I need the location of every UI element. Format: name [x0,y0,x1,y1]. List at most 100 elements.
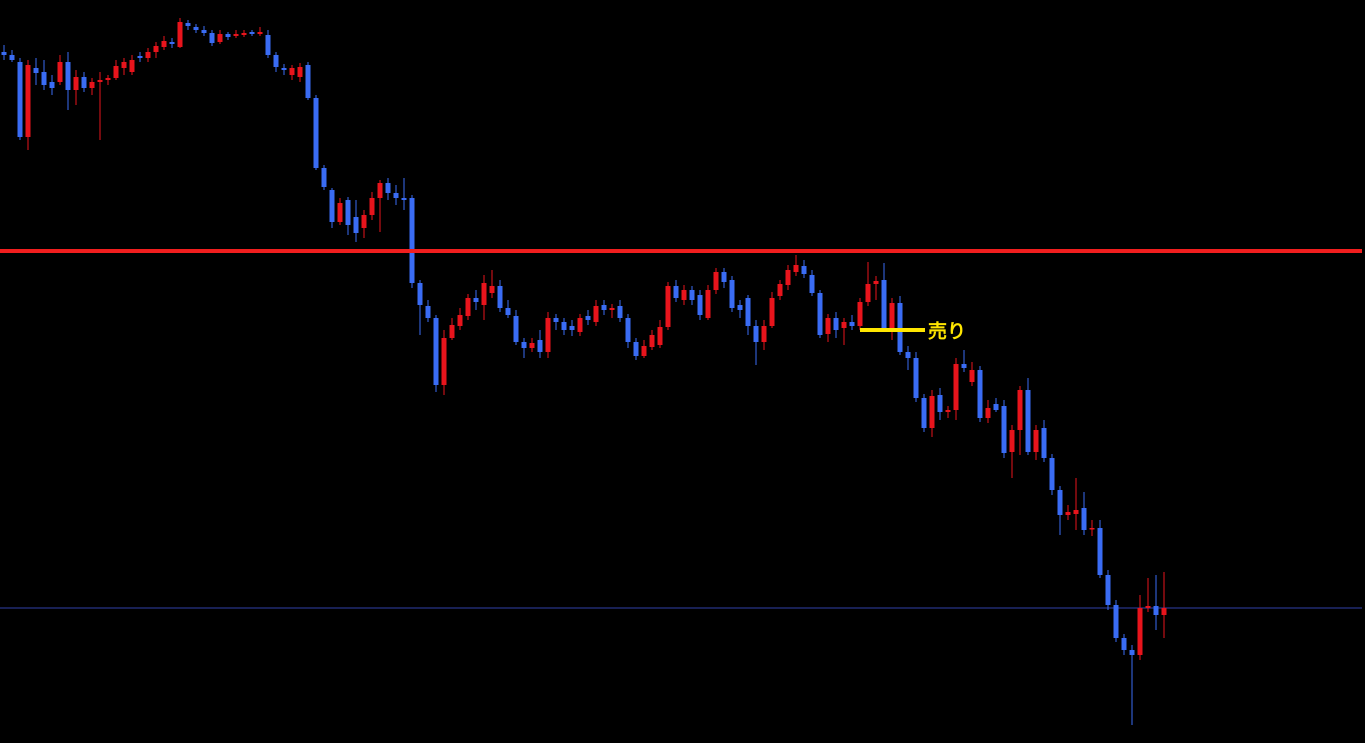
candle-body [1057,490,1063,515]
candle-body [617,306,623,318]
candle-body [241,33,247,35]
candle-body [385,183,391,193]
candle-body [345,200,351,225]
candle-body [113,66,119,78]
candle-body [369,198,375,215]
candle-body [625,318,631,342]
candle-body [777,284,783,296]
candle-body [593,306,599,322]
candle-body [361,215,367,228]
candle-body [249,32,255,34]
candle-body [729,280,735,308]
candle-body [465,298,471,316]
candle-body [817,293,823,335]
candle-body [73,77,79,90]
candle-body [273,55,279,67]
candle-body [1033,430,1039,452]
candle-body [1097,528,1103,575]
candle-body [193,27,199,30]
candle-body [761,326,767,342]
annotation-label: 売り [928,320,966,343]
candle-body [1025,390,1031,452]
candle-body [1081,508,1087,530]
candle-body [481,283,487,305]
candle-body [97,80,103,82]
candle-body [233,34,239,36]
candle-body [257,32,263,34]
candle-body [1089,528,1095,530]
candle-body [601,305,607,310]
candle-body [769,298,775,326]
candle-body [177,22,183,47]
candle-body [513,316,519,342]
candle-body [153,46,159,52]
candle-body [881,280,887,328]
candle-body [289,68,295,75]
candle-body [89,82,95,88]
candle-body [737,305,743,310]
candle-body [441,338,447,385]
candle-body [569,326,575,330]
candle-body [489,286,495,293]
candle-body [609,308,615,310]
candle-body [409,198,415,283]
candle-body [1137,608,1143,655]
candle-body [585,316,591,320]
candle-body [1001,406,1007,453]
candle-body [1121,638,1127,650]
candle-body [185,23,191,26]
candle-body [217,34,223,42]
candle-body [969,370,975,382]
candle-body [785,270,791,285]
candle-body [633,342,639,356]
candle-body [425,306,431,318]
candle-body [49,82,55,88]
candle-body [641,346,647,356]
candle-body [497,286,503,308]
candle-body [41,72,47,85]
candle-body [1105,575,1111,605]
candle-body [689,290,695,300]
candle-body [545,318,551,352]
candle-body [753,326,759,342]
candle-body [1073,510,1079,514]
candle-body [937,395,943,412]
candle-body [265,35,271,55]
candle-body [1129,650,1135,655]
candle-body [505,308,511,315]
candle-body [353,217,359,233]
candle-body [809,275,815,293]
candle-body [297,67,303,77]
candle-body [865,284,871,302]
candle-body [321,168,327,187]
candle-body [521,342,527,348]
candle-body [577,318,583,332]
candle-body [953,364,959,410]
candle-body [697,295,703,315]
candle-body [841,322,847,328]
candle-body [537,340,543,352]
candle-body [849,322,855,326]
candle-body [993,404,999,410]
candle-body [929,396,935,428]
candle-body [673,286,679,298]
candle-body [745,298,751,326]
candle-body [433,318,439,385]
candle-body [225,34,231,37]
candle-body [561,322,567,330]
candle-body [825,318,831,334]
candle-body [977,370,983,418]
candle-body [657,327,663,345]
candle-body [281,68,287,70]
candle-body [161,41,167,47]
candle-body [377,183,383,198]
candle-body [649,335,655,347]
candle-body [921,398,927,428]
candle-body [25,65,31,137]
candle-body [17,62,23,137]
candle-body [665,286,671,327]
candle-body [793,265,799,272]
candle-body [913,358,919,398]
